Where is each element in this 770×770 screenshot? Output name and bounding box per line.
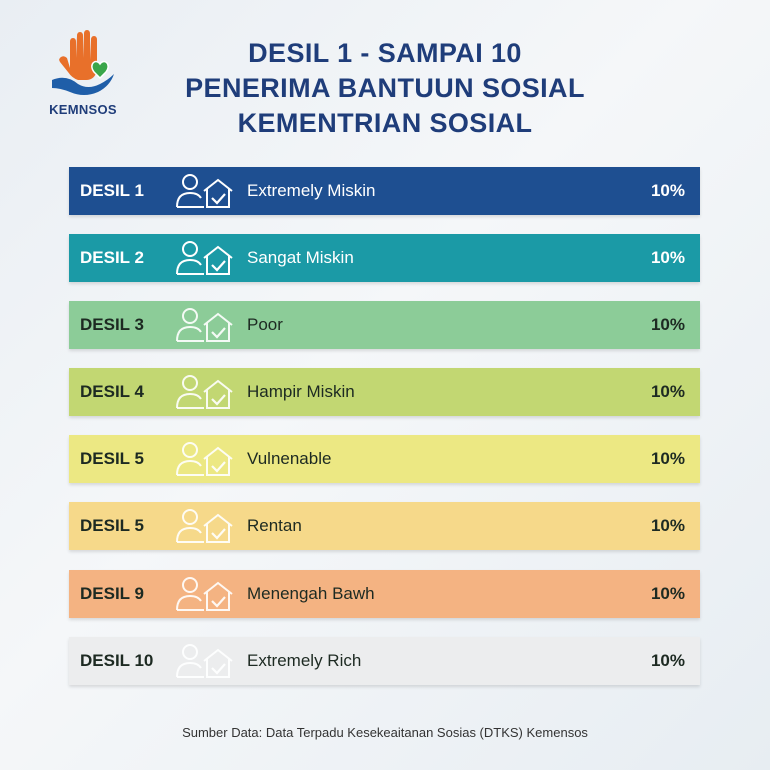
desil-label: Vulnenable — [247, 449, 332, 469]
desil-label: Extremely Miskin — [247, 181, 376, 200]
desil-label: Rentan — [247, 516, 302, 536]
desil-row: DESIL 1 Extremely Miskin 10% — [69, 167, 700, 215]
desil-percent: 10% — [650, 248, 685, 268]
title-line-3: KEMENTRIAN SOSIAL — [237, 108, 533, 138]
desil-row: DESIL 3 Poor 10% — [69, 301, 700, 350]
desil-code: DESIL 9 — [80, 583, 144, 603]
people-house-check-icon — [176, 308, 233, 343]
kemensos-logo: KEMNSOS — [38, 28, 128, 123]
desil-row: DESIL 5 Rentan 10% — [69, 502, 700, 551]
desil-percent: 10% — [650, 583, 685, 603]
desil-code: DESIL 2 — [80, 248, 144, 268]
desil-code: DESIL 4 — [80, 382, 144, 402]
title-line-1: DESIL 1 - SAMPAI 10 — [248, 38, 522, 68]
desil-code: DESIL 1 — [80, 181, 144, 200]
logo-text: KEMNSOS — [49, 102, 117, 117]
source-note: Sumber Data: Data Terpadu Kesekeaitanan … — [182, 725, 588, 740]
people-house-check-icon — [176, 509, 233, 544]
desil-row: DESIL 2 Sangat Miskin 10% — [69, 234, 700, 283]
desil-percent: 10% — [650, 181, 685, 200]
people-house-check-icon — [176, 241, 233, 276]
desil-label: Poor — [247, 315, 283, 335]
page-title: DESIL 1 - SAMPAI 10 PENERIMA BANTUUN SOS… — [150, 36, 620, 141]
people-house-check-icon — [176, 643, 233, 678]
desil-row: DESIL 9 Menengah Bawh 10% — [69, 569, 700, 618]
people-house-check-icon — [176, 442, 233, 477]
people-house-check-icon — [176, 174, 233, 208]
desil-code: DESIL 3 — [80, 315, 144, 335]
desil-percent: 10% — [650, 650, 685, 670]
desil-label: Hampir Miskin — [247, 382, 355, 402]
people-house-check-icon — [176, 576, 233, 611]
desil-label: Sangat Miskin — [247, 248, 354, 268]
desil-code: DESIL 5 — [80, 449, 144, 469]
desil-percent: 10% — [650, 516, 685, 536]
desil-percent: 10% — [650, 315, 685, 335]
desil-label: Extremely Rich — [247, 650, 362, 670]
desil-percent: 10% — [650, 382, 685, 402]
title-line-2: PENERIMA BANTUUN SOSIAL — [185, 73, 585, 103]
desil-label: Menengah Bawh — [247, 583, 375, 603]
hand-heart-icon — [52, 30, 114, 95]
desil-code: DESIL 5 — [80, 516, 144, 536]
desil-percent: 10% — [650, 449, 685, 469]
desil-row: DESIL 5 Vulnenable 10% — [69, 435, 700, 484]
desil-list: DESIL 1 Extremely Miskin 10% DESIL 2 San… — [69, 167, 700, 704]
desil-row: DESIL 4 Hampir Miskin 10% — [69, 368, 700, 417]
people-house-check-icon — [176, 375, 233, 410]
desil-row: DESIL 10 Extremely Rich 10% — [69, 636, 700, 685]
desil-code: DESIL 10 — [80, 650, 154, 670]
